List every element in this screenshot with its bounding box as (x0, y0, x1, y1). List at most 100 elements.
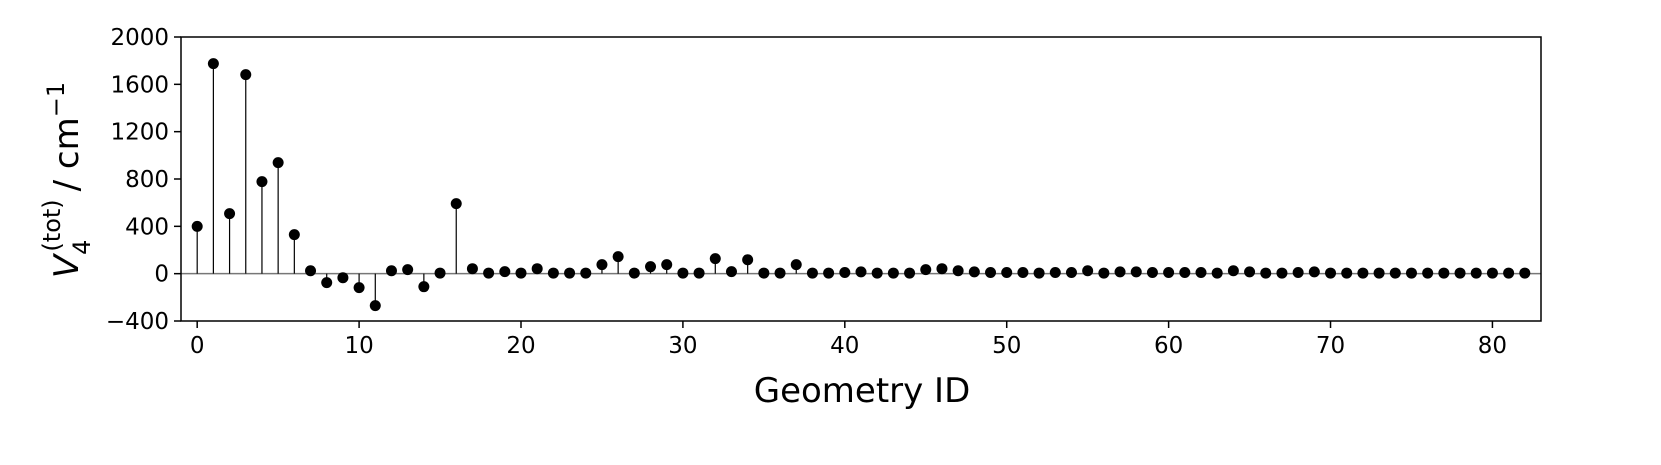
stem-marker (774, 267, 786, 279)
stem-marker (1325, 267, 1337, 279)
y-tick-label: 400 (125, 214, 169, 240)
y-tick-label: 2000 (110, 25, 169, 51)
stem-marker (305, 265, 317, 277)
stem-marker (499, 266, 511, 278)
stem-marker (515, 267, 527, 279)
stem-marker (1244, 266, 1256, 278)
stem-marker (758, 267, 770, 279)
x-tick-label: 80 (1478, 333, 1507, 359)
stem-marker (628, 267, 640, 279)
stem-marker (531, 263, 543, 275)
x-tick-label: 70 (1316, 333, 1345, 359)
stem-marker (1308, 266, 1320, 278)
stem-marker (1049, 266, 1061, 278)
stem-marker (547, 267, 559, 279)
stem-marker (904, 267, 916, 279)
stem-marker (985, 266, 997, 278)
stem-marker (191, 220, 203, 232)
plot-frame (180, 36, 1542, 322)
stem-marker (1146, 266, 1158, 278)
stem-marker (1179, 266, 1191, 278)
stem-marker (256, 176, 268, 188)
stem-marker (1486, 267, 1498, 279)
stem-marker (483, 267, 495, 279)
x-tick-label: 20 (506, 333, 535, 359)
stem-marker (1357, 267, 1369, 279)
stem-marker (952, 265, 964, 277)
x-axis-label: Geometry ID (754, 371, 971, 411)
x-tick-label: 30 (668, 333, 697, 359)
stem-marker (709, 253, 721, 265)
stem-marker (321, 277, 333, 289)
stem-marker (1195, 266, 1207, 278)
stem-marker (693, 267, 705, 279)
stem-marker (839, 266, 851, 278)
stem-marker (1163, 266, 1175, 278)
x-tick-label: 60 (1154, 333, 1183, 359)
stem-marker (337, 272, 349, 284)
stem-marker (1001, 266, 1013, 278)
stem-marker (677, 267, 689, 279)
stem-marker (645, 261, 657, 273)
stem-marker (240, 69, 252, 81)
stem-marker (1422, 267, 1434, 279)
stem-marker (1276, 267, 1288, 279)
stem-marker (1503, 267, 1515, 279)
y-axis-label: V4(tot)/ cm−1 (38, 82, 96, 278)
x-tick-label: 10 (344, 333, 373, 359)
stem-marker (936, 263, 948, 275)
stem-marker (402, 264, 414, 276)
stem-marker (224, 208, 236, 220)
stem-marker (855, 266, 867, 278)
stem-marker (466, 263, 478, 275)
x-tick-label: 40 (830, 333, 859, 359)
x-tick-label: 0 (190, 333, 205, 359)
stem-marker (823, 267, 835, 279)
stem-marker (871, 267, 883, 279)
stem-marker (288, 229, 300, 241)
stem-marker (1130, 266, 1142, 278)
stem-marker (790, 259, 802, 271)
stem-marker (353, 282, 365, 294)
stem-marker (580, 267, 592, 279)
stem-marker (596, 259, 608, 271)
stem-marker (1098, 267, 1110, 279)
stem-marker (207, 58, 219, 70)
stem-marker (1260, 267, 1272, 279)
stem-marker (1373, 267, 1385, 279)
stem-marker (385, 265, 397, 277)
stem-marker (1405, 267, 1417, 279)
stem-marker (1389, 267, 1401, 279)
y-tick-label: 1600 (110, 72, 169, 98)
stem-marker (1065, 266, 1077, 278)
stem-marker (920, 264, 932, 276)
stem-marker (742, 254, 754, 266)
x-tick-label: 50 (992, 333, 1021, 359)
stem-marker (418, 281, 430, 293)
stem-marker (968, 266, 980, 278)
stem-marker (272, 157, 284, 169)
stem-marker (369, 300, 381, 312)
stem-marker (1519, 267, 1531, 279)
stem-marker (612, 251, 624, 263)
stem-marker (1033, 267, 1045, 279)
stem-marker (564, 267, 576, 279)
stem-marker (806, 267, 818, 279)
stem-marker (1438, 267, 1450, 279)
stem-marker (887, 267, 899, 279)
stem-marker (725, 266, 737, 278)
stem-marker (1211, 267, 1223, 279)
stem-marker (1341, 267, 1353, 279)
stem-marker (1017, 266, 1029, 278)
y-tick-label: −400 (106, 309, 169, 335)
y-tick-label: 0 (154, 262, 169, 288)
stem-marker (1454, 267, 1466, 279)
stem-marker (450, 198, 462, 210)
stem-marker (1227, 265, 1239, 277)
stem-marker (434, 267, 446, 279)
stem-marker (1470, 267, 1482, 279)
y-tick-label: 1200 (110, 120, 169, 146)
stem-marker (1292, 266, 1304, 278)
y-tick-label: 800 (125, 167, 169, 193)
stem-marker (661, 259, 673, 271)
